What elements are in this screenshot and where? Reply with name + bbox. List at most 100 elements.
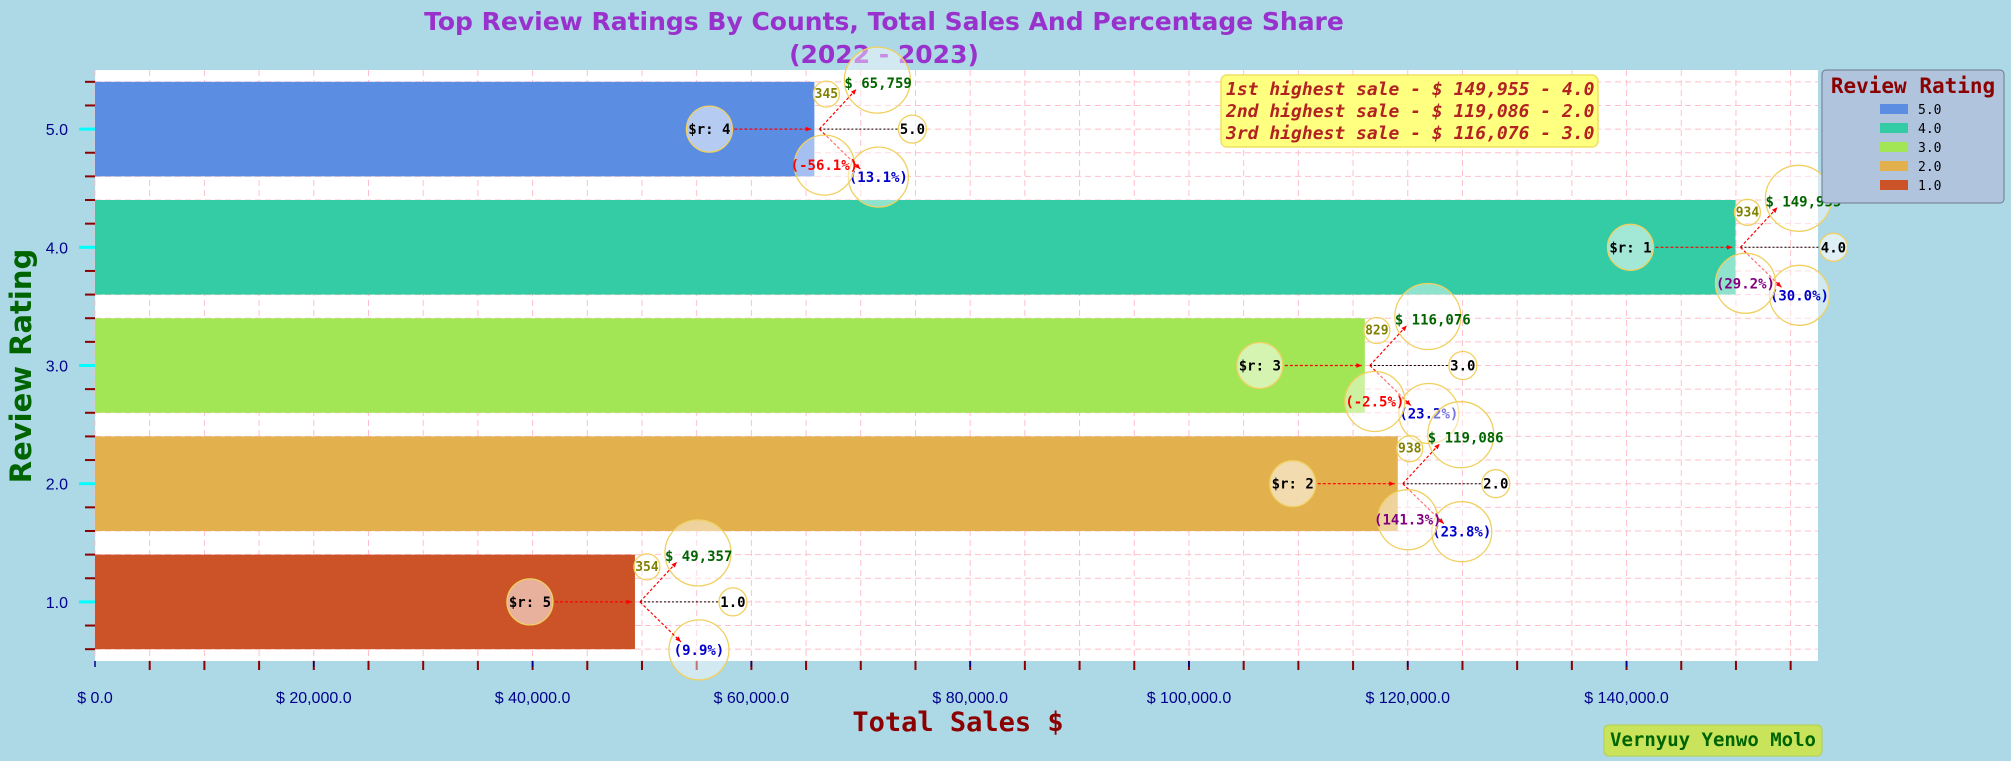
rating-4-count-label: 934: [1736, 205, 1760, 220]
rating-4-share-arrow: [1740, 246, 1782, 288]
rating-4-change-label: (29.2%): [1716, 276, 1775, 292]
y-tick-label: 4.0: [46, 240, 68, 257]
rating-5-sales-arrow: [818, 88, 857, 130]
chart-title-line-1: Top Review Ratings By Counts, Total Sale…: [424, 7, 1344, 36]
rating-5-share-label: (13.1%): [849, 170, 908, 186]
legend-swatch: [1880, 123, 1908, 133]
rating-3-share-arrow: [1369, 365, 1412, 406]
rating-5-share-arrow-head: [854, 163, 861, 170]
rating-2-share-arrow-head: [1438, 518, 1444, 524]
legend-swatch: [1880, 142, 1908, 152]
bar-rating-2: [95, 436, 1398, 531]
rating-2-rank-arrow-head: [1389, 481, 1395, 487]
rating-3-change-label: (-2.5%): [1345, 395, 1404, 411]
legend-swatch: [1880, 104, 1908, 114]
rating-4-share-label: (30.0%): [1770, 288, 1829, 304]
rating-5-count-bubble: [812, 80, 841, 108]
rating-5-share-bubble: [847, 146, 910, 208]
legend-swatch: [1880, 180, 1908, 190]
rating-1-share-arrow: [639, 601, 682, 643]
legend: Review Rating 5.0 4.0 3.0 2.0 1.0: [1821, 69, 2005, 204]
rating-4-count-bubble: [1733, 198, 1762, 226]
annotation-box: [1220, 74, 1599, 148]
rating-3-sales-arrow-head: [1401, 325, 1407, 332]
rating-1-sales-label: $ 49,357: [665, 549, 732, 565]
rating-1-sales-bubble: [664, 519, 732, 587]
author-credit: Vernyuy Yenwo Molo: [1603, 724, 1823, 757]
annotation-line-2: 2nd highest sale - $ 119,086 - 2.0: [1225, 101, 1595, 122]
rating-4-rank-arrow-head: [1726, 244, 1733, 250]
legend-title: Review Rating: [1831, 74, 1995, 98]
bar-rating-3: [95, 318, 1365, 413]
x-tick-label: $ 20,000.0: [276, 690, 352, 707]
rating-5-change-label: (-56.1%): [791, 158, 858, 174]
rating-3-sales-bubble: [1394, 282, 1462, 351]
rating-2-rating-label: 2.0: [1483, 477, 1508, 493]
x-tick-label: $ 120,000.0: [1365, 690, 1450, 707]
rating-5-rating-label: 5.0: [900, 122, 925, 138]
rating-5-rating-bubble: [897, 114, 928, 144]
rating-5-share-arrow: [818, 128, 861, 170]
bar-rating-4: [95, 200, 1736, 295]
legend-label: 2.0: [1918, 160, 1941, 175]
rating-1-rank-arrow-head: [626, 599, 632, 605]
rating-4-rank-bubble: [1606, 223, 1655, 271]
x-tick-label: $ 0.0: [77, 690, 113, 707]
rating-2-rank-label: $r: 2: [1272, 477, 1314, 493]
legend-label: 1.0: [1918, 179, 1941, 194]
rating-3-change-bubble: [1344, 370, 1406, 433]
highest-sales-annotation: 1st highest sale - $ 149,955 - 4.0 2nd h…: [1220, 74, 1599, 148]
rating-3-sales-label: $ 116,076: [1395, 313, 1471, 329]
rating-2-share-label: (23.8%): [1432, 525, 1491, 541]
rating-2-share-arrow: [1402, 483, 1445, 525]
y-tick-label: 2.0: [46, 477, 68, 494]
rating-1-share-arrow-head: [675, 636, 681, 642]
rating-2-sales-arrow: [1402, 443, 1441, 485]
rating-1-share-label: (9.9%): [674, 643, 725, 659]
x-tick-label: $ 140,000.0: [1584, 690, 1669, 707]
rating-5-rank-bubble: [685, 105, 734, 153]
author-name: Vernyuy Yenwo Molo: [1610, 729, 1816, 751]
rating-3-share-label: (23.2%): [1399, 407, 1458, 423]
rating-1-rating-bubble: [718, 587, 748, 617]
rating-4-rating-bubble: [1818, 232, 1849, 262]
rating-1-rating-label: 1.0: [720, 595, 745, 611]
rating-1-share-bubble: [668, 619, 730, 681]
rating-4-share-bubble: [1768, 264, 1831, 326]
annotation-line-3: 3rd highest sale - $ 116,076 - 3.0: [1225, 123, 1595, 144]
rating-5-sales-label: $ 65,759: [844, 76, 911, 92]
axis-ticks: $ 0.0 $ 20,000.0 $ 40,000.0 $ 60,000.0 $ 80,…: [46, 80, 1792, 707]
rating-1-count-label: 354: [635, 560, 659, 575]
rating-2-rank-bubble: [1269, 460, 1317, 508]
rating-3-share-arrow-head: [1405, 399, 1411, 406]
x-tick-label: $ 60,000.0: [714, 690, 790, 707]
rating-2-count-label: 938: [1398, 442, 1422, 457]
rating-4-sales-arrow-head: [1771, 207, 1778, 213]
rating-2-share-bubble: [1431, 501, 1493, 563]
rating-5-sales-arrow-head: [850, 89, 857, 95]
rating-1-sales-arrow: [639, 561, 678, 603]
rating-4-rating-label: 4.0: [1821, 240, 1846, 256]
rating-4-change-bubble: [1714, 252, 1777, 314]
legend-swatch: [1880, 161, 1908, 171]
rating-2-count-bubble: [1396, 435, 1424, 463]
y-tick-label: 5.0: [46, 122, 68, 139]
x-tick-label: $ 80,000.0: [932, 690, 1008, 707]
rating-5-rank-arrow-head: [805, 126, 812, 132]
rating-2-sales-bubble: [1427, 401, 1495, 469]
x-tick-label: $ 100,000.0: [1147, 690, 1232, 707]
rating-2-change-label: (141.3%): [1374, 513, 1441, 529]
y-tick-label: 1.0: [46, 595, 68, 612]
rating-3-count-label: 829: [1365, 324, 1388, 339]
rating-1-count-bubble: [633, 553, 661, 581]
rating-2-change-bubble: [1377, 489, 1439, 551]
rating-3-rank-bubble: [1236, 341, 1284, 390]
legend-label: 5.0: [1918, 103, 1941, 118]
rating-5-rank-label: $r: 4: [688, 122, 730, 138]
rating-1-rank-label: $r: 5: [509, 595, 551, 611]
rating-5-sales-bubble: [843, 46, 912, 114]
rating-5-count-label: 345: [815, 87, 838, 102]
chart-title-line-2: (2022 - 2023): [789, 40, 979, 69]
rating-4-share-arrow-head: [1775, 281, 1782, 288]
